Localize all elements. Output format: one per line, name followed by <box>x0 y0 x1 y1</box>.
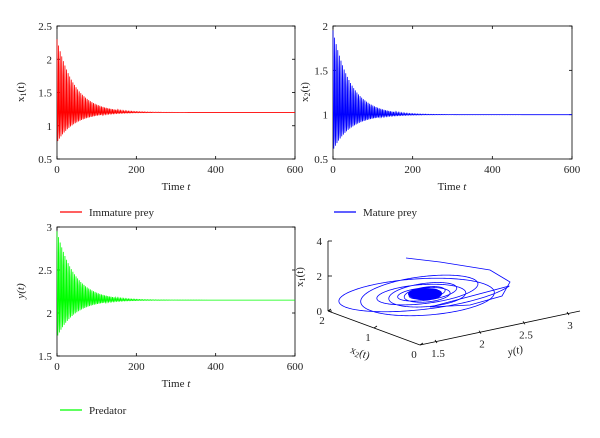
z-tick-label: 2 <box>317 271 323 283</box>
x-axis-label-predator: Time t <box>162 378 192 390</box>
z-tick-label: 0 <box>317 306 323 318</box>
z-tick-label: 4 <box>317 236 323 248</box>
y-tick-label: 0.5 <box>38 154 52 166</box>
y-tick-label: 0.5 <box>314 154 328 166</box>
series-line-predator <box>56 231 295 336</box>
x-tick-label: 600 <box>564 164 581 176</box>
y3d-tick-label: 3 <box>567 320 573 332</box>
y-tick-label: 2 <box>323 21 329 33</box>
x-tick-label: 400 <box>484 164 501 176</box>
y3d-tick-mark <box>434 339 438 344</box>
x-tick-label: 200 <box>128 361 145 373</box>
legend-label-immature-prey: Immature prey <box>89 207 155 219</box>
x-tick-label: 400 <box>207 361 224 373</box>
y3d-tick-mark <box>478 330 482 334</box>
plot-frame-mature-prey <box>332 25 573 160</box>
x2-tick-label: 1 <box>365 332 371 344</box>
y-tick-label: 2 <box>47 54 53 66</box>
y-tick-label: 1.5 <box>38 351 52 363</box>
x-tick-label: 600 <box>287 361 304 373</box>
y3d-tick-mark <box>566 311 570 316</box>
y-tick-label: 2 <box>47 308 53 320</box>
x-tick-label: 400 <box>207 164 224 176</box>
panel-predator: 0 200 400 600 1.5 2 2.5 3 y(t) Time t Predator <box>15 222 304 417</box>
y-axis-line <box>419 310 581 346</box>
y-axis-label-mature-prey: x2(t) <box>299 82 312 102</box>
y-tick-label: 1.5 <box>38 88 52 100</box>
x2-tick-mark <box>419 342 424 346</box>
y-tick-label: 1 <box>47 121 53 133</box>
x2-tick-mark <box>327 308 332 312</box>
y-tick-label: 2.5 <box>38 265 52 277</box>
y-axis-label-3d: y(t) <box>506 344 525 359</box>
x2-tick-mark <box>373 325 378 329</box>
z-axis-label: x1(t) <box>294 267 307 287</box>
plot-frame-immature-prey <box>56 25 296 160</box>
x-tick-label: 200 <box>404 164 421 176</box>
y-tick-label: 3 <box>47 222 53 234</box>
y-axis-label-predator: y(t) <box>15 283 27 300</box>
x-axis-label-mature-prey: Time t <box>438 181 468 193</box>
x-axis-label-immature-prey: Time t <box>162 181 192 193</box>
x-tick-label: 200 <box>128 164 145 176</box>
x-tick-label: 0 <box>54 164 60 176</box>
series-line-immature-prey <box>56 39 295 142</box>
y-tick-label: 1 <box>323 110 329 122</box>
series-line-mature-prey <box>332 30 572 149</box>
y-tick-label: 1.5 <box>314 65 328 77</box>
y-axis-label-immature-prey: x1(t) <box>15 82 28 102</box>
panel-mature-prey: 0 200 400 600 0.5 1 1.5 2 x2(t) Time t Mature p… <box>299 21 581 219</box>
y3d-tick-mark <box>522 321 526 325</box>
x2-tick-label: 2 <box>319 315 325 327</box>
legend-label-predator: Predator <box>89 405 127 417</box>
x2-tick-label: 0 <box>411 349 417 361</box>
y3d-tick-label: 2.5 <box>519 329 533 341</box>
x-tick-label: 600 <box>287 164 304 176</box>
trajectory-initial-segment <box>405 257 511 308</box>
panel-immature-prey: 0 200 400 600 0.5 1 1.5 2 2.5 x1(t) Time t Immat… <box>15 21 304 219</box>
trajectory-core <box>408 288 442 300</box>
plot-frame-predator <box>56 226 296 357</box>
y-tick-label: 2.5 <box>38 21 52 33</box>
x-tick-label: 0 <box>54 361 60 373</box>
x-tick-label: 0 <box>330 164 336 176</box>
y3d-tick-label: 2 <box>479 339 485 351</box>
legend-label-mature-prey: Mature prey <box>363 207 418 219</box>
x2-axis-label: x2(t) <box>348 344 371 363</box>
y3d-tick-label: 1.5 <box>431 348 445 360</box>
phase-trajectory <box>338 257 511 317</box>
